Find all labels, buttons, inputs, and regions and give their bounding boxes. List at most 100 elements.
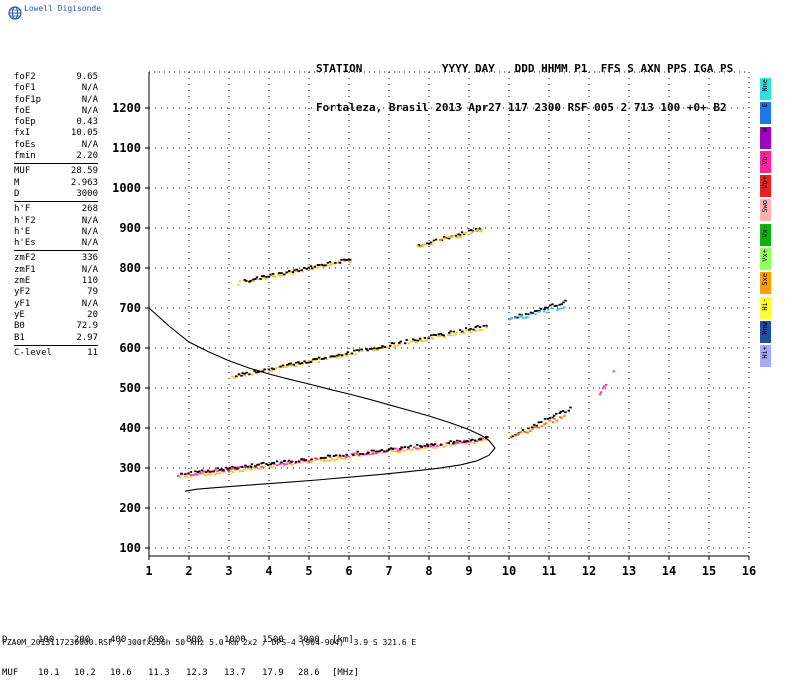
echo-point bbox=[459, 236, 462, 238]
echo-point bbox=[274, 275, 277, 278]
echo-point bbox=[290, 364, 294, 367]
echo-point bbox=[309, 265, 313, 268]
echo-point bbox=[289, 362, 292, 365]
echo-point bbox=[303, 360, 306, 363]
echo-point bbox=[375, 347, 379, 350]
echo-point bbox=[472, 328, 475, 331]
legend-label: Hi- bbox=[761, 297, 769, 311]
param-value: 28.59 bbox=[70, 166, 98, 177]
echo-point bbox=[237, 283, 240, 286]
echo-point bbox=[194, 470, 197, 473]
echo-point bbox=[265, 462, 268, 465]
y-tick-label: 900 bbox=[119, 221, 141, 235]
echo-point bbox=[327, 264, 330, 267]
legend-swatch: Swo bbox=[760, 199, 771, 222]
echo-point bbox=[444, 237, 447, 240]
echo-point bbox=[245, 371, 248, 374]
param-value: 9.65 bbox=[76, 72, 98, 82]
header-values: Fortaleza, Brasil 2013 Apr27 117 2300 RS… bbox=[316, 101, 727, 114]
echo-point bbox=[196, 471, 200, 473]
echo-point bbox=[232, 467, 235, 470]
param-row: zmE 110 bbox=[14, 276, 98, 287]
echo-point bbox=[443, 336, 446, 339]
echo-point bbox=[209, 473, 212, 476]
echo-point bbox=[300, 458, 303, 460]
legend-label: Nne bbox=[761, 79, 769, 92]
legend-swatch: Hi- bbox=[760, 296, 771, 319]
echo-point bbox=[272, 461, 276, 464]
echo-point bbox=[337, 355, 340, 358]
x-tick-label: 2 bbox=[185, 564, 192, 578]
echo-point bbox=[428, 242, 431, 245]
echo-point bbox=[421, 244, 425, 247]
echo-point bbox=[372, 452, 375, 455]
echo-point bbox=[403, 446, 407, 448]
echo-point bbox=[231, 375, 234, 378]
echo-point bbox=[242, 374, 245, 377]
param-value: N/A bbox=[81, 139, 98, 150]
echo-point bbox=[317, 264, 321, 266]
echo-point bbox=[352, 452, 355, 455]
echo-point bbox=[307, 266, 311, 269]
echo-point bbox=[216, 472, 219, 475]
muf-cell: 400 bbox=[110, 635, 127, 645]
echo-point bbox=[330, 262, 334, 265]
echo-point bbox=[237, 373, 241, 376]
echo-point bbox=[309, 459, 312, 462]
echo-point bbox=[431, 444, 435, 446]
echo-point bbox=[527, 427, 530, 430]
echo-point bbox=[456, 441, 460, 444]
echo-point bbox=[312, 358, 315, 361]
echo-point bbox=[458, 440, 462, 443]
echo-point bbox=[294, 361, 298, 364]
echo-point bbox=[299, 461, 302, 464]
echo-point bbox=[450, 236, 453, 238]
echo-point bbox=[176, 474, 180, 477]
param-value: 3000 bbox=[76, 188, 98, 199]
echo-point bbox=[477, 438, 481, 441]
echo-point bbox=[513, 434, 517, 437]
echo-point bbox=[307, 460, 310, 463]
echo-point bbox=[280, 272, 283, 274]
muf-distance-row: D 100 200 400 600 800 1000 1500 3000 [km] bbox=[2, 635, 354, 646]
echo-point bbox=[243, 372, 246, 375]
echo-point bbox=[209, 470, 212, 473]
echo-point bbox=[270, 367, 274, 370]
echo-point bbox=[436, 335, 440, 338]
echo-point bbox=[354, 353, 357, 356]
echo-point bbox=[324, 456, 327, 459]
echo-point bbox=[335, 354, 339, 357]
x-tick-label: 4 bbox=[265, 564, 272, 578]
echo-point bbox=[381, 452, 384, 455]
x-tick-label: 15 bbox=[702, 564, 716, 578]
echo-point bbox=[389, 448, 393, 451]
echo-point bbox=[262, 275, 266, 277]
echo-point bbox=[425, 339, 428, 342]
echo-point bbox=[406, 448, 409, 451]
y-tick-label: 700 bbox=[119, 301, 141, 315]
echo-point bbox=[337, 456, 340, 458]
echo-point bbox=[465, 231, 468, 234]
param-label: zmE bbox=[14, 276, 31, 287]
echo-point bbox=[473, 329, 477, 332]
echo-point bbox=[429, 241, 433, 244]
legend-swatch: Vx+ bbox=[760, 248, 771, 271]
param-row: yE 20 bbox=[14, 310, 98, 321]
echo-point bbox=[316, 266, 319, 269]
echo-point bbox=[476, 440, 479, 443]
echo-point bbox=[474, 326, 477, 329]
echo-point bbox=[294, 365, 298, 367]
echo-point bbox=[539, 307, 543, 310]
echo-point bbox=[387, 448, 391, 451]
y-tick-label: 600 bbox=[119, 341, 141, 355]
echo-point bbox=[322, 264, 325, 267]
echo-point bbox=[447, 236, 450, 239]
echo-point bbox=[267, 274, 270, 277]
echo-point bbox=[331, 355, 334, 358]
echo-point bbox=[315, 457, 318, 460]
echo-point bbox=[564, 299, 567, 302]
ionogram-plot: 1 2 3 4 5 6 7 8 9 10 11 12 13 14 15 16 1002003004005006… bbox=[112, 71, 756, 578]
echo-point bbox=[431, 337, 434, 340]
echo-point bbox=[343, 353, 346, 356]
y-tick-label: 1100 bbox=[112, 141, 141, 155]
